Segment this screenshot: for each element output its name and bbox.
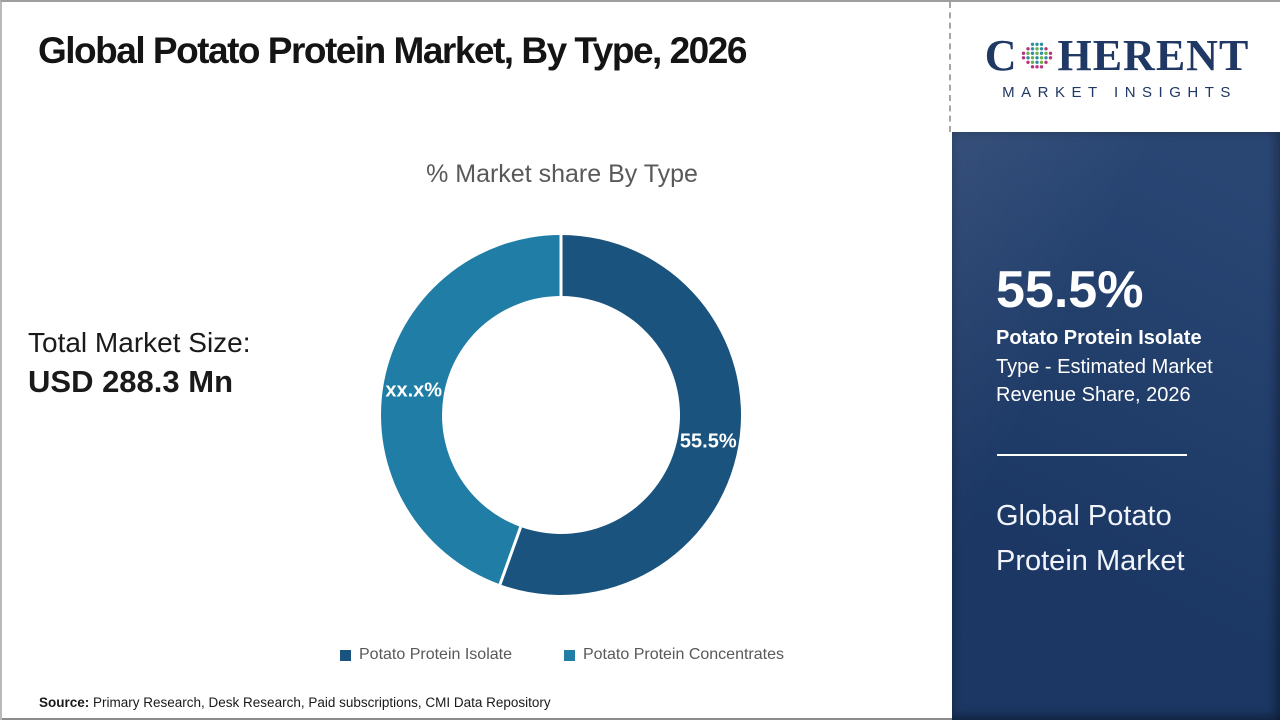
- sidebar-market-name: Global Potato Protein Market: [996, 500, 1185, 577]
- donut-chart: 55.5% xx.x%: [380, 234, 741, 595]
- bottom-border-line: [2, 718, 1280, 720]
- market-size-label: Total Market Size:: [28, 327, 251, 358]
- donut-chart-container: 55.5% xx.x%: [376, 230, 746, 600]
- logo-letters-rest: HERENT: [1057, 30, 1250, 80]
- sidebar-stat-description: Potato Protein Isolate Type - Estimated M…: [996, 324, 1248, 410]
- sidebar-stat-value: 55.5%: [996, 261, 1144, 319]
- legend-swatch-concentrates: [563, 649, 575, 661]
- logo-wordmark: C HERENT: [984, 30, 1250, 80]
- donut-slice-label: 55.5%: [680, 431, 737, 453]
- chart-title: % Market share By Type: [426, 160, 698, 188]
- legend-item-concentrates: Potato Protein Concentrates: [563, 646, 784, 664]
- source-line: Source: Primary Research, Desk Research,…: [39, 695, 551, 710]
- legend-item-isolate: Potato Protein Isolate: [340, 646, 512, 664]
- logo-subtitle: MARKET INSIGHTS: [1002, 83, 1237, 101]
- donut-segment: [500, 235, 741, 595]
- source-text: Primary Research, Desk Research, Paid su…: [89, 695, 551, 710]
- donut-slice-label: xx.x%: [385, 379, 442, 401]
- sidebar-divider-line: [997, 454, 1187, 456]
- logo-letter-c: C: [984, 30, 1018, 80]
- legend-label-concentrates: Potato Protein Concentrates: [582, 646, 784, 663]
- sidebar-stat-description-text: Type - Estimated Market Revenue Share, 2…: [996, 355, 1213, 407]
- coherent-logo: C HERENT MARKET INSIGHTS: [952, 2, 1280, 132]
- source-label: Source:: [39, 695, 90, 710]
- legend-swatch-isolate: [340, 649, 351, 661]
- page-title: Global Potato Protein Market, By Type, 2…: [38, 30, 747, 71]
- legend-label-isolate: Potato Protein Isolate: [359, 646, 512, 663]
- logo-divider-line: [949, 2, 951, 132]
- highlight-sidebar: 55.5% Potato Protein Isolate Type - Estim…: [952, 132, 1280, 720]
- chart-legend: Potato Protein Isolate Potato Protein Co…: [162, 646, 962, 664]
- total-market-size: Total Market Size: USD 288.3 Mn: [28, 324, 251, 402]
- donut-divider: [498, 525, 523, 586]
- sidebar-stat-segment: Potato Protein Isolate: [996, 327, 1202, 349]
- donut-segment: [380, 235, 561, 585]
- dotted-globe-icon: [1022, 42, 1053, 69]
- market-size-value: USD 288.3 Mn: [28, 364, 234, 399]
